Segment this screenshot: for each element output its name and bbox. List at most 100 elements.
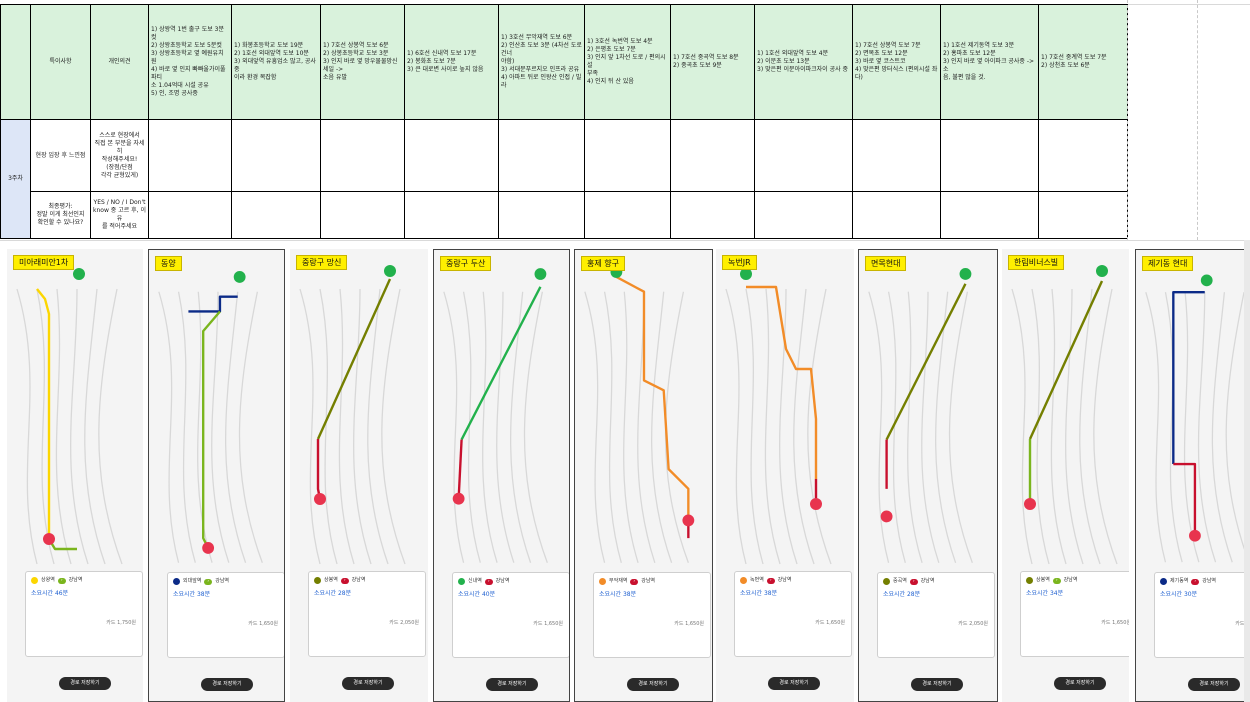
input-cell[interactable] bbox=[404, 191, 499, 239]
save-route-button[interactable]: 경로 저장하기 bbox=[911, 678, 963, 691]
line-dot-icon bbox=[314, 577, 321, 584]
input-cell[interactable] bbox=[1038, 191, 1128, 239]
input-cell[interactable] bbox=[940, 191, 1039, 239]
subway-map bbox=[868, 268, 973, 564]
site-notes-1[interactable]: 1) 상왕역 1번 출구 도보 3분컷 2) 상왕초등학교 도보 5분컷 3) … bbox=[148, 4, 232, 120]
site-notes-6[interactable]: 1) 3호선 녹번역 도보 4분 2) 은평초 도보 7분 3) 인지 앞 1차… bbox=[584, 4, 671, 120]
save-route-button[interactable]: 경로 저장하기 bbox=[627, 678, 679, 691]
input-cell[interactable] bbox=[670, 191, 755, 239]
save-route-button[interactable]: 경로 저장하기 bbox=[1188, 678, 1240, 691]
route-panel: 동양 외대앞역 › 강남역 소요시간 38분 카드 1,650원 경로 저장하기 bbox=[148, 249, 285, 702]
gridline bbox=[1197, 0, 1198, 240]
input-cell[interactable] bbox=[148, 119, 232, 192]
subway-map bbox=[16, 268, 123, 565]
blank-header-cell[interactable] bbox=[0, 4, 31, 120]
site-notes-9[interactable]: 1) 7호선 상봉역 도보 7분 2) 면목초 도보 12분 3) 바로 옆 코… bbox=[852, 4, 941, 120]
background-line bbox=[1211, 292, 1233, 563]
week-label-cell[interactable]: 3주차 bbox=[0, 119, 31, 239]
destination-station: 강남역 bbox=[351, 577, 366, 583]
input-cell[interactable] bbox=[852, 191, 941, 239]
fare: 카드 1,650원 bbox=[674, 621, 704, 627]
site-notes-3[interactable]: 1) 7호선 상봉역 도보 6분 2) 상봉초등학교 도보 3분 3) 인지 바… bbox=[320, 4, 405, 120]
fare: 카드 2,050원 bbox=[389, 620, 419, 626]
travel-time: 소요시간 38분 bbox=[740, 590, 778, 597]
origin-station: 제기동역 bbox=[1170, 578, 1189, 584]
remarks-header[interactable]: 특이사항 bbox=[30, 4, 91, 120]
background-line bbox=[1197, 292, 1217, 563]
route-stations: 상왕역 › 강남역 bbox=[31, 577, 137, 584]
background-line bbox=[1031, 288, 1050, 565]
input-cell[interactable] bbox=[231, 119, 321, 192]
site-notes-7[interactable]: 1) 7호선 중곡역 도보 8분 2) 중곡초 도보 9분 bbox=[670, 4, 755, 120]
background-line bbox=[1145, 291, 1167, 563]
input-cell[interactable] bbox=[498, 119, 585, 192]
fare: 카드 1,650원 bbox=[248, 621, 278, 627]
input-cell[interactable] bbox=[1038, 119, 1128, 192]
route-summary-card: 신내역 › 강남역 소요시간 40분 카드 1,650원 bbox=[452, 572, 569, 658]
route-summary-card: 중곡역 › 강남역 소요시간 28분 카드 2,050원 bbox=[877, 572, 995, 658]
route-panel: 면목현대 중곡역 › 강남역 소요시간 28분 카드 2,050원 경로 저장하기 bbox=[858, 249, 998, 702]
background-line bbox=[211, 291, 230, 563]
impression-label-cell[interactable]: 현장 임장 후 느낀점 bbox=[30, 119, 91, 192]
transfer-arrow-icon: › bbox=[340, 577, 349, 584]
background-line bbox=[921, 291, 940, 563]
route-line-first bbox=[1028, 280, 1104, 440]
travel-time: 소요시간 34분 bbox=[1026, 590, 1064, 597]
line-dot-icon bbox=[31, 577, 38, 584]
background-line bbox=[36, 288, 55, 565]
opinion-header[interactable]: 개인의견 bbox=[90, 4, 149, 120]
input-cell[interactable] bbox=[852, 119, 941, 192]
input-cell[interactable] bbox=[754, 191, 853, 239]
route-summary-card: 상봉역 › 강남역 소요시간 34분 카드 1,650원 bbox=[1020, 571, 1129, 657]
input-cell[interactable] bbox=[320, 119, 405, 192]
background-line bbox=[319, 288, 338, 565]
input-cell[interactable] bbox=[940, 119, 1039, 192]
route-stations: 무악재역 › 강남역 bbox=[599, 578, 705, 585]
travel-time: 소요시간 38분 bbox=[599, 591, 637, 598]
site-notes-5[interactable]: 1) 3호선 무악재역 도보 6분 2) 인산초 도보 3분 (4차선 도로 건… bbox=[498, 4, 585, 120]
fare: 카드 1,650원 bbox=[533, 621, 563, 627]
background-line bbox=[84, 288, 106, 565]
transfer-arrow-icon: › bbox=[766, 577, 775, 584]
input-cell[interactable] bbox=[670, 119, 755, 192]
input-cell[interactable] bbox=[148, 191, 232, 239]
save-route-button[interactable]: 경로 저장하기 bbox=[1054, 677, 1106, 690]
route-line-first bbox=[188, 295, 238, 313]
impression-guide-cell[interactable]: 스스로 현장에서 직접 본 부분을 자세히 작성해주세요! (장점/단점 각각 … bbox=[90, 119, 149, 192]
final-eval-label-cell[interactable]: 최종평가: 정말 이게 최선인지 확인할 수 있나요? bbox=[30, 191, 91, 239]
background-line bbox=[381, 288, 406, 565]
save-route-button[interactable]: 경로 저장하기 bbox=[486, 678, 538, 691]
save-route-button[interactable]: 경로 저장하기 bbox=[768, 677, 820, 690]
route-summary-card: 외대앞역 › 강남역 소요시간 38분 카드 1,650원 bbox=[167, 572, 284, 658]
departure-pin-icon bbox=[740, 268, 752, 280]
fare: 카드 1,750원 bbox=[106, 620, 136, 626]
input-cell[interactable] bbox=[231, 191, 321, 239]
site-notes-11[interactable]: 1) 7호선 중계역 도보 7분 2) 상천초 도보 6분 bbox=[1038, 4, 1128, 120]
travel-time: 소요시간 38분 bbox=[173, 591, 211, 598]
input-cell[interactable] bbox=[320, 191, 405, 239]
route-stations: 상봉역 › 강남역 bbox=[314, 577, 420, 584]
input-cell[interactable] bbox=[584, 119, 671, 192]
save-route-button[interactable]: 경로 저장하기 bbox=[201, 678, 253, 691]
final-eval-guide-cell[interactable]: YES / NO / I Don't know 중 고르 후, 이유 를 적어주… bbox=[90, 191, 149, 239]
departure-pin-icon bbox=[1200, 274, 1213, 287]
site-notes-4[interactable]: 1) 6호선 신내역 도보 17분 2) 봉화초 도보 7분 3) 큰 대로변 … bbox=[404, 4, 499, 120]
gridline bbox=[0, 240, 1250, 241]
site-notes-2[interactable]: 1) 화봉초등학교 도보 19분 2) 1호선 외대앞역 도보 10분 3) 외… bbox=[231, 4, 321, 120]
fare: 카드 2,050원 bbox=[958, 621, 988, 627]
save-route-button[interactable]: 경로 저장하기 bbox=[342, 677, 394, 690]
background-line bbox=[935, 291, 957, 563]
input-cell[interactable] bbox=[754, 119, 853, 192]
arrival-pin-icon bbox=[43, 533, 55, 545]
site-notes-10[interactable]: 1) 1호선 제기동역 도보 3분 2) 홍파초 도보 12분 3) 인지 바로… bbox=[940, 4, 1039, 120]
route-line-first bbox=[885, 283, 967, 441]
subway-map bbox=[158, 271, 263, 563]
input-cell[interactable] bbox=[498, 191, 585, 239]
input-cell[interactable] bbox=[584, 191, 671, 239]
vertical-scrollbar[interactable] bbox=[1244, 240, 1250, 702]
background-line bbox=[299, 288, 321, 565]
route-panel: 홍제 향구 무악재역 › 강남역 소요시간 38분 카드 1,650원 경로 저장하기 bbox=[574, 249, 713, 702]
site-notes-8[interactable]: 1) 1호선 외대앞역 도보 4분 2) 이문초 도보 13분 3) 맞은편 이… bbox=[754, 4, 853, 120]
save-route-button[interactable]: 경로 저장하기 bbox=[59, 677, 111, 690]
input-cell[interactable] bbox=[404, 119, 499, 192]
